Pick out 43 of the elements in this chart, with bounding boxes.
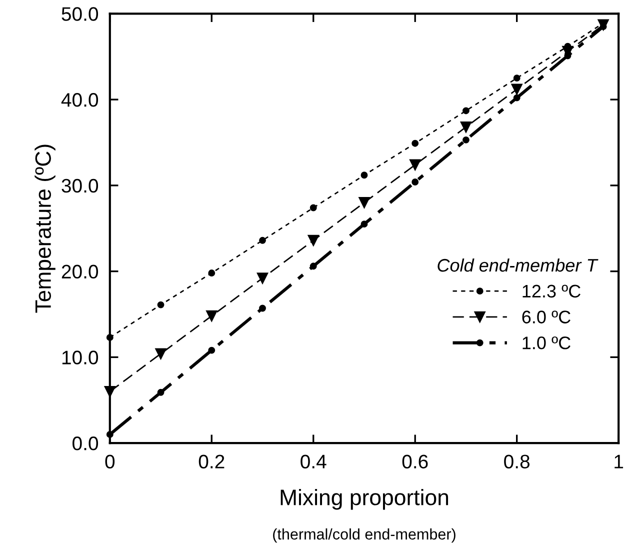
y-tick-label: 50.0 [62,7,98,21]
text: (thermal/cold end-member) [273,528,456,543]
point [513,74,520,82]
point [462,136,470,144]
point [410,159,421,170]
point [460,121,472,133]
point [412,140,419,147]
point [259,236,266,244]
point [208,346,216,354]
point [157,388,164,396]
point [259,304,266,312]
y-tick-label: 0.0 [72,436,98,450]
x-tick-label: 0.4 [300,454,326,468]
x-tick-label: 0 [105,454,115,468]
legend-label: 12.3 ºC [522,284,580,298]
y-tick-label: 10.0 [62,350,98,364]
point [360,172,368,179]
y-axis-title: Temperature (ºC) [34,144,56,313]
y-tick-label: 40.0 [61,93,98,107]
point [412,178,419,186]
x-tick-label: 0.2 [198,454,224,468]
legend-label: 6.0 ºC [522,310,570,324]
legend-title: Cold end-member T [438,258,598,272]
y-tick-label: 30.0 [62,178,98,193]
point [511,84,522,95]
legend-label: 1.0 ºC [522,336,570,350]
x-axis-title: Mixing proportion [280,488,448,510]
point [157,301,164,308]
x-tick-label: 0.6 [402,454,428,468]
point [155,348,166,360]
x-tick-label: 1 [614,454,624,468]
point [462,107,470,114]
point [513,94,520,102]
point [308,234,319,246]
point [358,197,370,208]
point [208,270,216,276]
point [310,262,317,270]
y-tick-label: 20.0 [62,264,98,279]
point [206,310,218,322]
point [256,272,268,284]
point [360,220,368,228]
x-tick-label: 0.8 [504,454,530,468]
point [310,204,317,212]
